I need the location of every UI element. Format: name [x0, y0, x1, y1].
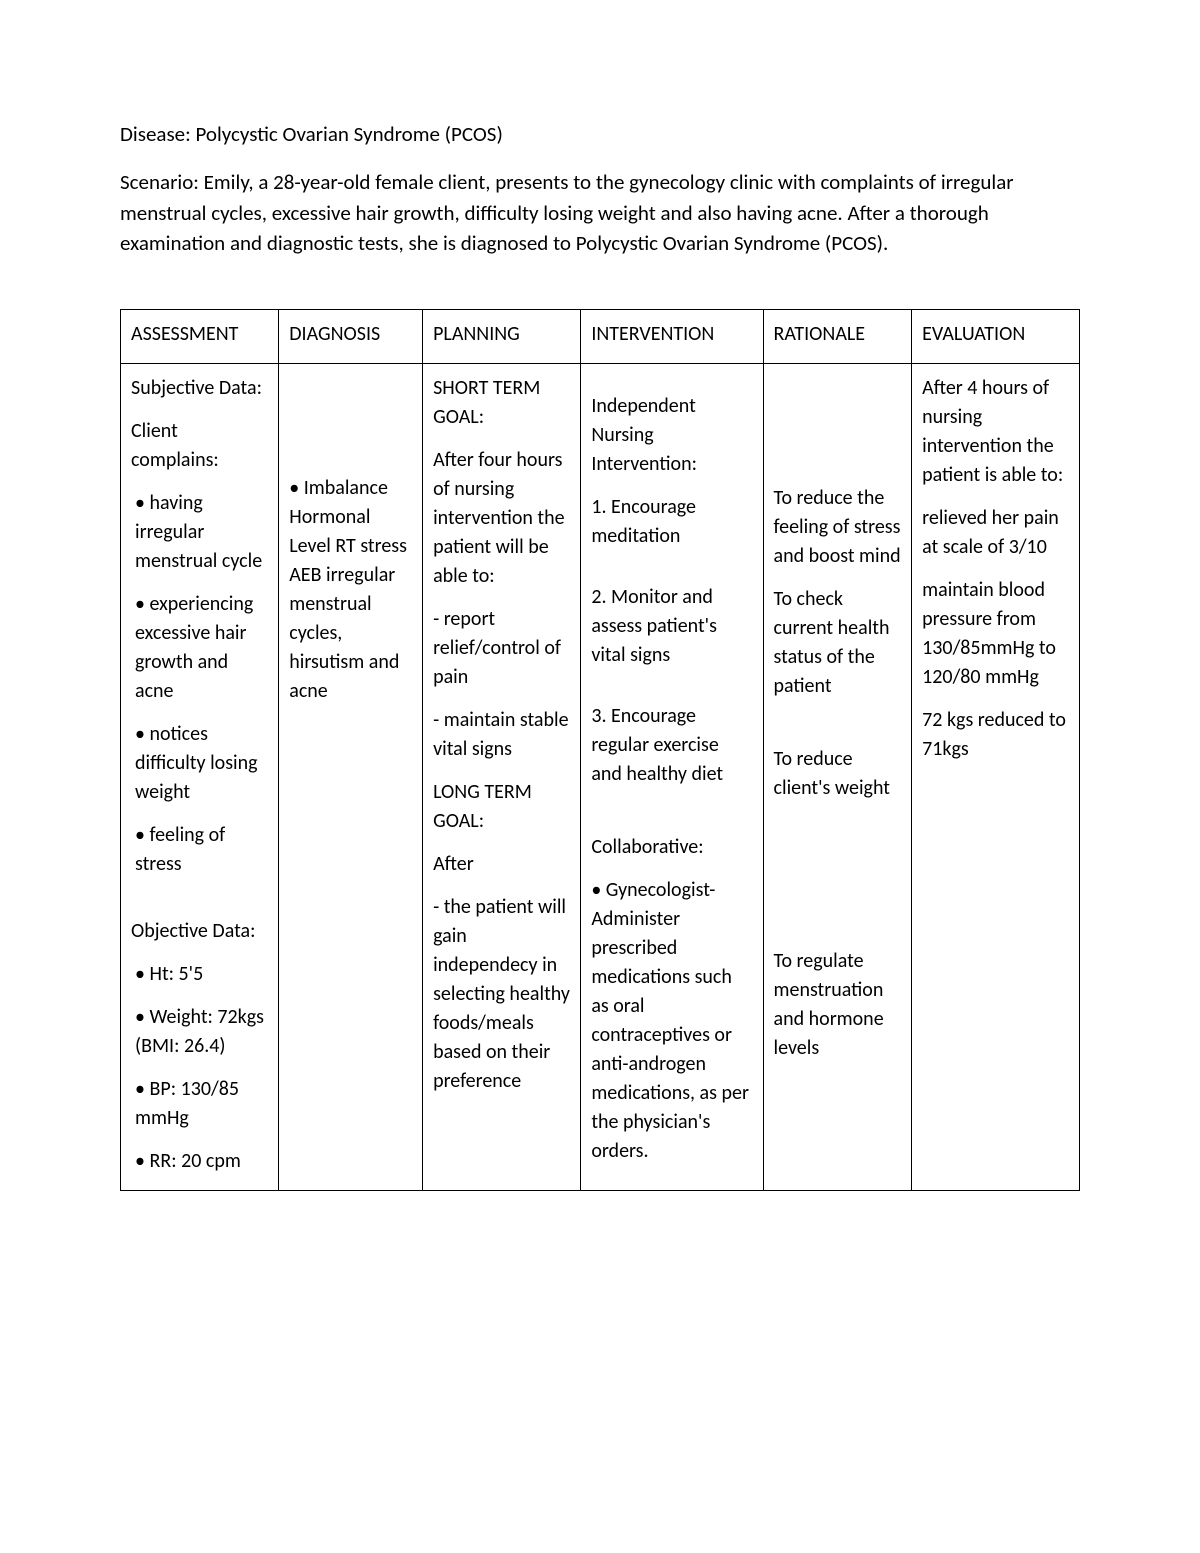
cell-assessment: Subjective Data: Client complains: • hav…	[121, 363, 279, 1190]
col-assessment: ASSESSMENT	[121, 309, 279, 363]
disease-line: Disease: Polycystic Ovarian Syndrome (PC…	[120, 120, 1080, 149]
spacer	[774, 374, 902, 484]
col-evaluation: EVALUATION	[912, 309, 1080, 363]
planning-goal-item: - maintain stable vital signs	[433, 706, 570, 764]
planning-goal-item: - report relief/control of pain	[433, 605, 570, 692]
intervention-item: 2. Monitor and assess patient's vital si…	[591, 583, 752, 670]
evaluation-item: maintain blood pressure from 130/85mmHg …	[922, 576, 1069, 692]
spacer	[591, 565, 752, 583]
nursing-care-plan-table: ASSESSMENT DIAGNOSIS PLANNING INTERVENTI…	[120, 309, 1080, 1191]
rationale-item: To check current health status of the pa…	[774, 585, 902, 701]
evaluation-item: relieved her pain at scale of 3/10	[922, 504, 1069, 562]
table-body-row: Subjective Data: Client complains: • hav…	[121, 363, 1080, 1190]
assessment-objective-bullet: • RR: 20 cpm	[131, 1147, 268, 1176]
assessment-subjective-label: Subjective Data:	[131, 374, 268, 403]
intervention-collab-label: Collaborative:	[591, 833, 752, 862]
col-intervention: INTERVENTION	[581, 309, 763, 363]
assessment-bullet: • experiencing excessive hair growth and…	[131, 590, 268, 706]
intervention-collab-item: • Gynecologist- Administer prescribed me…	[591, 876, 752, 1166]
assessment-objective-bullet: • Weight: 72kgs (BMI: 26.4)	[131, 1003, 268, 1061]
rationale-item: To regulate menstruation and hormone lev…	[774, 947, 902, 1063]
planning-long-term-label: LONG TERM GOAL:	[433, 778, 570, 836]
assessment-bullet: • having irregular menstrual cycle	[131, 489, 268, 576]
spacer	[591, 374, 752, 392]
assessment-complains-label: Client complains:	[131, 417, 268, 475]
cell-evaluation: After 4 hours of nursing intervention th…	[912, 363, 1080, 1190]
spacer	[289, 374, 412, 474]
cell-planning: SHORT TERM GOAL: After four hours of nur…	[423, 363, 581, 1190]
evaluation-intro: After 4 hours of nursing intervention th…	[922, 374, 1069, 490]
spacer	[591, 803, 752, 833]
rationale-item: To reduce client's weight	[774, 745, 902, 803]
spacer	[591, 684, 752, 702]
rationale-item: To reduce the feeling of stress and boos…	[774, 484, 902, 571]
col-planning: PLANNING	[423, 309, 581, 363]
planning-short-term-label: SHORT TERM GOAL:	[433, 374, 570, 432]
cell-rationale: To reduce the feeling of stress and boos…	[763, 363, 912, 1190]
cell-intervention: Independent Nursing Intervention: 1. Enc…	[581, 363, 763, 1190]
intervention-independent-label: Independent Nursing Intervention:	[591, 392, 752, 479]
diagnosis-text: • Imbalance Hormonal Level RT stress AEB…	[289, 474, 412, 706]
scenario-paragraph: Scenario: Emily, a 28-year-old female cl…	[120, 167, 1080, 258]
assessment-objective-bullet: • Ht: 5'5	[131, 960, 268, 989]
assessment-bullet: • feeling of stress	[131, 821, 268, 879]
assessment-objective-label: Objective Data:	[131, 917, 268, 946]
col-rationale: RATIONALE	[763, 309, 912, 363]
evaluation-item: 72 kgs reduced to 71kgs	[922, 706, 1069, 764]
spacer	[774, 715, 902, 745]
table-header-row: ASSESSMENT DIAGNOSIS PLANNING INTERVENTI…	[121, 309, 1080, 363]
col-diagnosis: DIAGNOSIS	[279, 309, 423, 363]
spacer	[131, 893, 268, 917]
planning-short-term-body: After four hours of nursing intervention…	[433, 446, 570, 591]
intervention-item: 1. Encourage meditation	[591, 493, 752, 551]
assessment-objective-bullet: • BP: 130/85 mmHg	[131, 1075, 268, 1133]
cell-diagnosis: • Imbalance Hormonal Level RT stress AEB…	[279, 363, 423, 1190]
assessment-bullet: • notices difficulty losing weight	[131, 720, 268, 807]
spacer	[774, 817, 902, 947]
planning-long-term-body: - the patient will gain independecy in s…	[433, 893, 570, 1096]
document-page: Disease: Polycystic Ovarian Syndrome (PC…	[0, 0, 1200, 1553]
planning-after: After	[433, 850, 570, 879]
intervention-item: 3. Encourage regular exercise and health…	[591, 702, 752, 789]
